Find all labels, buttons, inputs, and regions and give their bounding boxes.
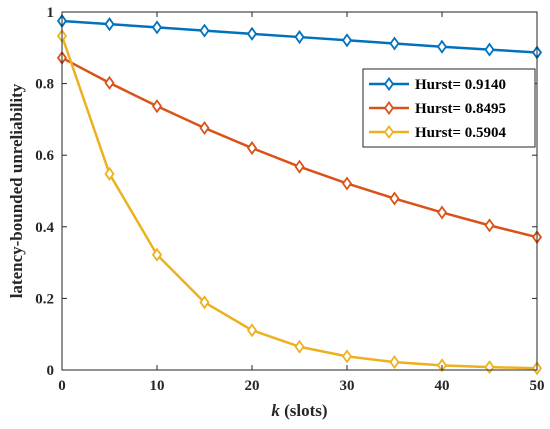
data-point	[104, 75, 115, 90]
series-layer	[56, 13, 543, 376]
data-point	[199, 23, 210, 38]
data-point	[104, 166, 115, 181]
data-point	[341, 176, 353, 191]
y-tick-label: 0.8	[35, 77, 54, 93]
data-point	[294, 30, 305, 45]
data-point	[484, 360, 495, 375]
x-tick-label: 40	[435, 378, 450, 394]
data-point	[389, 355, 400, 370]
data-point	[389, 36, 400, 51]
y-tick-label: 0.4	[35, 220, 54, 236]
data-point	[246, 26, 258, 41]
data-point	[341, 33, 353, 48]
legend-label: Hurst= 0.9140	[415, 77, 506, 93]
legend-marker	[383, 124, 395, 140]
data-point	[294, 339, 305, 354]
data-point	[104, 17, 115, 32]
y-tick-label: 0	[47, 363, 55, 379]
data-point	[436, 39, 448, 54]
x-tick-label: 10	[150, 378, 165, 394]
y-tick-label: 0.6	[35, 148, 54, 164]
plot-frame	[61, 11, 538, 371]
y-axis-label: latency-bounded unreliability	[7, 83, 26, 298]
ticks-layer: 0 10 20 30 40 50 0 0.2 0.4 0.6 0.8 1	[35, 5, 544, 394]
x-axis-label: k (slots)	[271, 401, 327, 420]
legend-marker	[383, 76, 395, 92]
legend: Hurst= 0.9140 Hurst= 0.8495 Hurst= 0.5904	[362, 68, 536, 148]
data-point	[151, 99, 163, 114]
y-tick-label: 0.2	[35, 291, 54, 307]
data-point	[436, 205, 448, 220]
series-1	[56, 13, 543, 60]
data-point	[389, 191, 400, 206]
series-2	[56, 50, 543, 245]
legend-label: Hurst= 0.5904	[415, 125, 507, 141]
data-point	[151, 20, 163, 35]
data-point	[294, 159, 305, 174]
data-point	[484, 218, 495, 233]
x-tick-label: 0	[58, 378, 66, 394]
legend-marker	[383, 100, 395, 116]
data-point	[484, 42, 495, 57]
data-point	[151, 247, 163, 262]
data-point	[246, 140, 258, 156]
data-point	[341, 349, 353, 364]
x-tick-label: 20	[245, 378, 260, 394]
data-point	[199, 120, 210, 136]
legend-entry: Hurst= 0.9140	[369, 76, 506, 93]
data-point	[199, 295, 210, 310]
legend-label: Hurst= 0.8495	[415, 101, 506, 117]
legend-entry: Hurst= 0.8495	[369, 100, 506, 117]
series-3	[56, 28, 543, 376]
x-tick-label: 30	[340, 378, 355, 394]
y-tick-label: 1	[47, 5, 55, 21]
x-tick-label: 50	[530, 378, 545, 394]
legend-entry: Hurst= 0.5904	[369, 124, 507, 141]
data-point	[246, 323, 258, 338]
